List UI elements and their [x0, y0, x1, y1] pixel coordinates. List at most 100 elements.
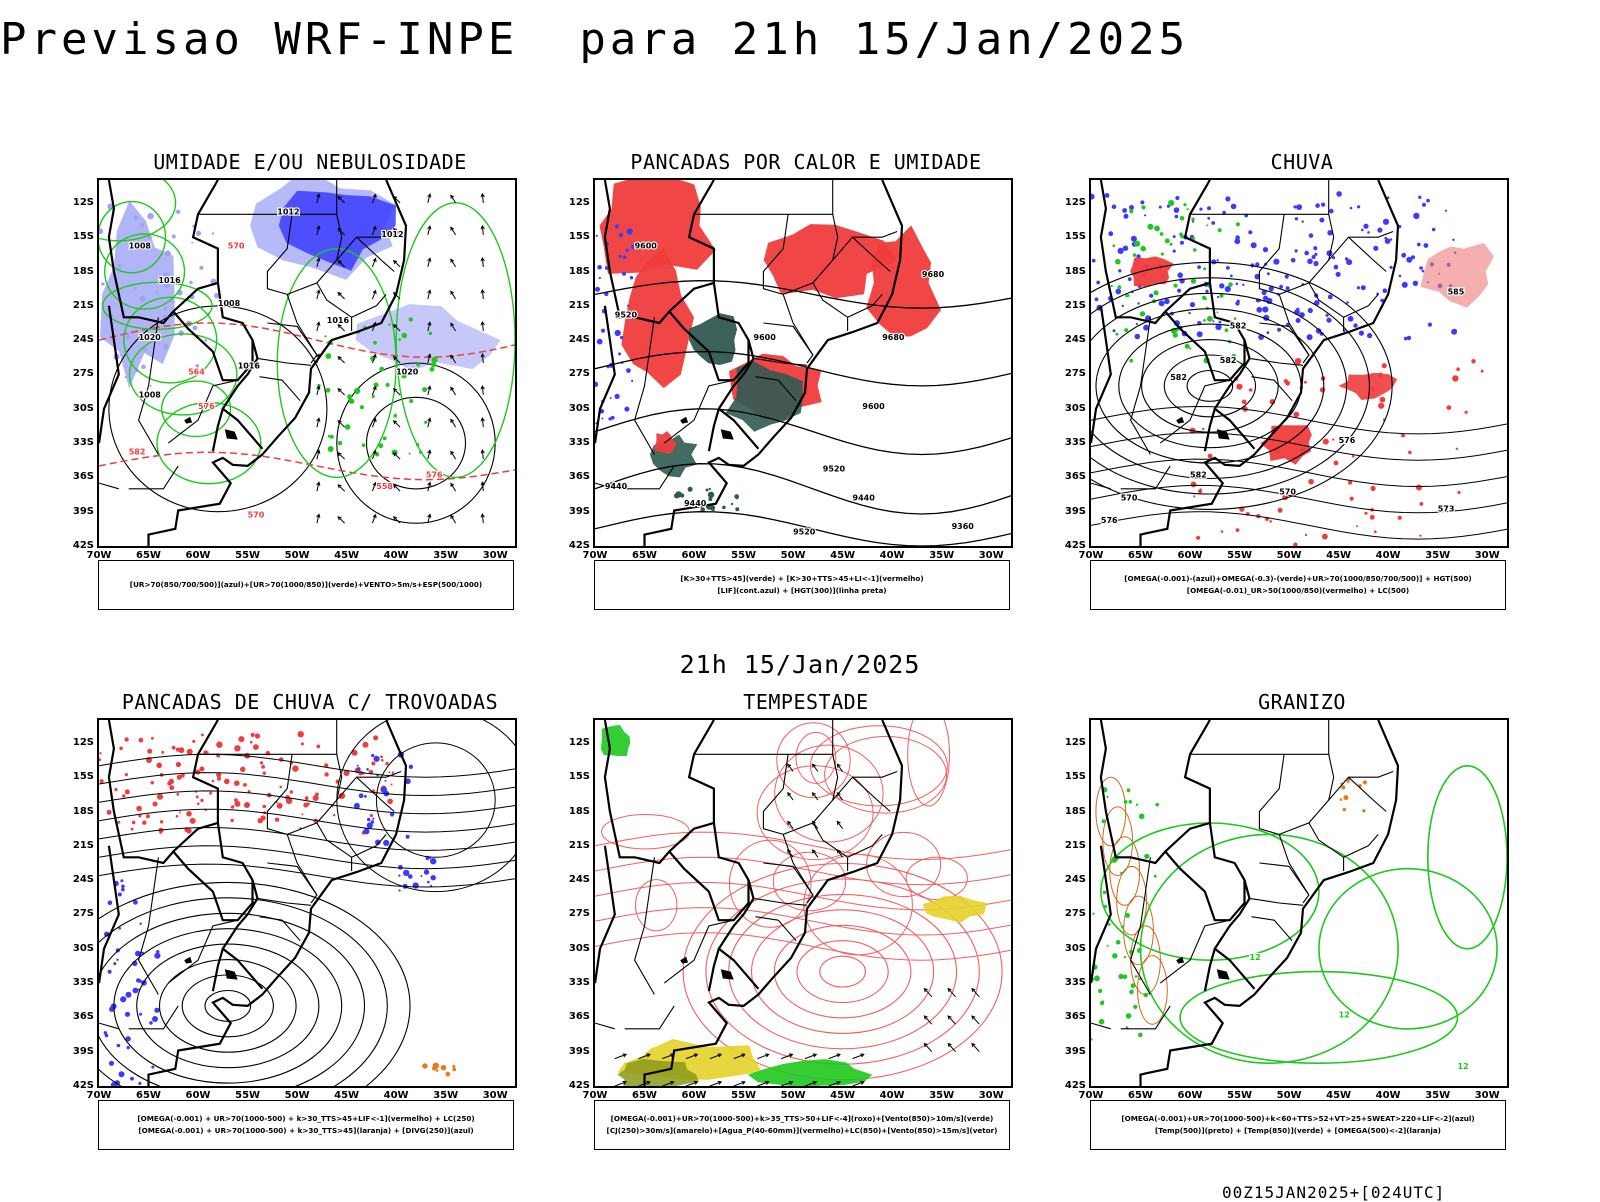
omega-speckle — [1357, 205, 1361, 209]
humidity-speckle — [428, 331, 433, 336]
instability-speckle — [730, 502, 734, 506]
state-border — [763, 862, 814, 904]
longitude-label: 50W — [1276, 1090, 1302, 1101]
wind-vector — [923, 1015, 933, 1025]
temp850-contour — [1139, 833, 1399, 1065]
contour-label: 564 — [188, 367, 205, 376]
omega-speckle — [1225, 196, 1231, 202]
wind-vector — [852, 1053, 865, 1060]
omega-speckle — [1406, 256, 1413, 263]
omega-speckle — [1255, 262, 1260, 267]
omega-speckle — [1401, 281, 1408, 288]
rain-speckle — [1198, 489, 1203, 494]
latitude-label: 12S — [72, 736, 94, 748]
contour-label: 576 — [1339, 436, 1356, 445]
map-area: 12 12 12 — [1089, 718, 1509, 1088]
omega-speckle — [1296, 307, 1300, 311]
latitude-label: 18S — [72, 805, 94, 817]
omega-speckle — [1347, 315, 1354, 322]
water-contour — [772, 851, 847, 912]
map-svg: 9600 9520 9680 9680 9600 9600 9520 9440 9440 9520… — [595, 180, 1011, 546]
rain-speckle — [1159, 232, 1164, 236]
rain-speckle — [1140, 245, 1146, 252]
humidity-speckle — [101, 282, 105, 286]
wind-vector — [709, 1053, 723, 1060]
wind-vector — [733, 1053, 746, 1060]
rain-speckle — [1419, 502, 1424, 506]
omega-speckle — [1326, 317, 1332, 323]
rain-speckle — [1351, 455, 1355, 458]
contour-label: 582 — [1170, 373, 1187, 382]
storm-speckle — [216, 772, 222, 778]
storm-speckle — [147, 748, 153, 754]
water-contour — [824, 736, 948, 814]
divergence-speckle — [364, 795, 367, 798]
rain-speckle — [1112, 244, 1116, 248]
lifted-index-speckle — [614, 393, 620, 399]
storm-speckle — [260, 815, 266, 821]
temp-speckle — [1101, 1000, 1105, 1003]
humidity-speckle — [141, 364, 146, 370]
humidity-speckle — [192, 325, 198, 331]
omega-speckle — [1172, 249, 1176, 253]
omega-speckle — [1123, 213, 1129, 219]
divergence-speckle — [405, 834, 410, 839]
streamline — [136, 943, 320, 1069]
longitude-label: 65W — [1128, 1090, 1153, 1101]
rain-speckle — [1228, 282, 1233, 287]
humidity-speckle — [214, 293, 220, 299]
rain-speckle — [1164, 238, 1170, 244]
longitude-label: 70W — [1078, 1090, 1104, 1101]
humidity-contour — [99, 200, 167, 274]
state-border — [1251, 916, 1293, 942]
humidity-speckle — [150, 249, 153, 252]
coastline — [147, 180, 408, 546]
storm-speckle — [192, 739, 196, 743]
temp-speckle — [1091, 1038, 1093, 1041]
omega-speckle — [1311, 254, 1316, 260]
omega-speckle — [1230, 203, 1237, 210]
streamline — [99, 808, 515, 833]
rain-speckle — [1199, 488, 1202, 491]
longitude-label: 30W — [482, 550, 508, 561]
latitude-label: 30S — [1064, 402, 1086, 414]
humidity-speckle — [415, 442, 420, 447]
temp-speckle — [1120, 871, 1123, 875]
longitude-label: 55W — [1227, 1090, 1253, 1101]
rain-speckle — [1397, 515, 1402, 520]
state-border — [1259, 862, 1310, 904]
map-panel: PANCADAS DE CHUVA C/ TROVOADAS 12S 15S 18S 2… — [70, 690, 550, 1160]
state-border — [99, 1022, 119, 1030]
longitude-label: 45W — [1326, 1090, 1352, 1101]
rain-speckle — [1369, 386, 1375, 392]
omega-speckle — [1250, 242, 1257, 249]
storm-speckle — [161, 750, 165, 754]
humidity-speckle — [344, 424, 351, 430]
divergence-speckle — [135, 950, 141, 957]
omega-speckle — [1129, 205, 1134, 210]
height-contour — [595, 463, 1011, 515]
longitude-label: 50W — [284, 1090, 310, 1101]
storm-speckle — [224, 778, 230, 785]
omega-speckle — [1234, 238, 1241, 245]
omega-speckle — [1235, 282, 1239, 286]
state-border — [755, 916, 797, 942]
legend-line: [Temp(500)](preto) + [Temp(850)](verde) … — [1155, 1126, 1441, 1135]
humidity-speckle — [196, 230, 202, 236]
country-border — [707, 408, 720, 452]
humidity-speckle — [401, 332, 408, 339]
storm-speckle — [247, 790, 251, 793]
humidity-speckle — [176, 209, 181, 214]
wind-vector — [316, 257, 321, 268]
longitude-label: 40W — [383, 1090, 409, 1101]
wind-vector — [316, 417, 321, 428]
omega-speckle — [1137, 302, 1140, 305]
height-contour — [595, 408, 1011, 456]
height-contour — [595, 280, 1011, 309]
omega-speckle — [1172, 235, 1176, 239]
omega-speckle — [1111, 204, 1117, 210]
rain-speckle — [1456, 367, 1460, 371]
omega-speckle — [1122, 208, 1127, 213]
contour-label: 1008 — [218, 299, 241, 308]
divergence-speckle — [139, 1012, 143, 1016]
